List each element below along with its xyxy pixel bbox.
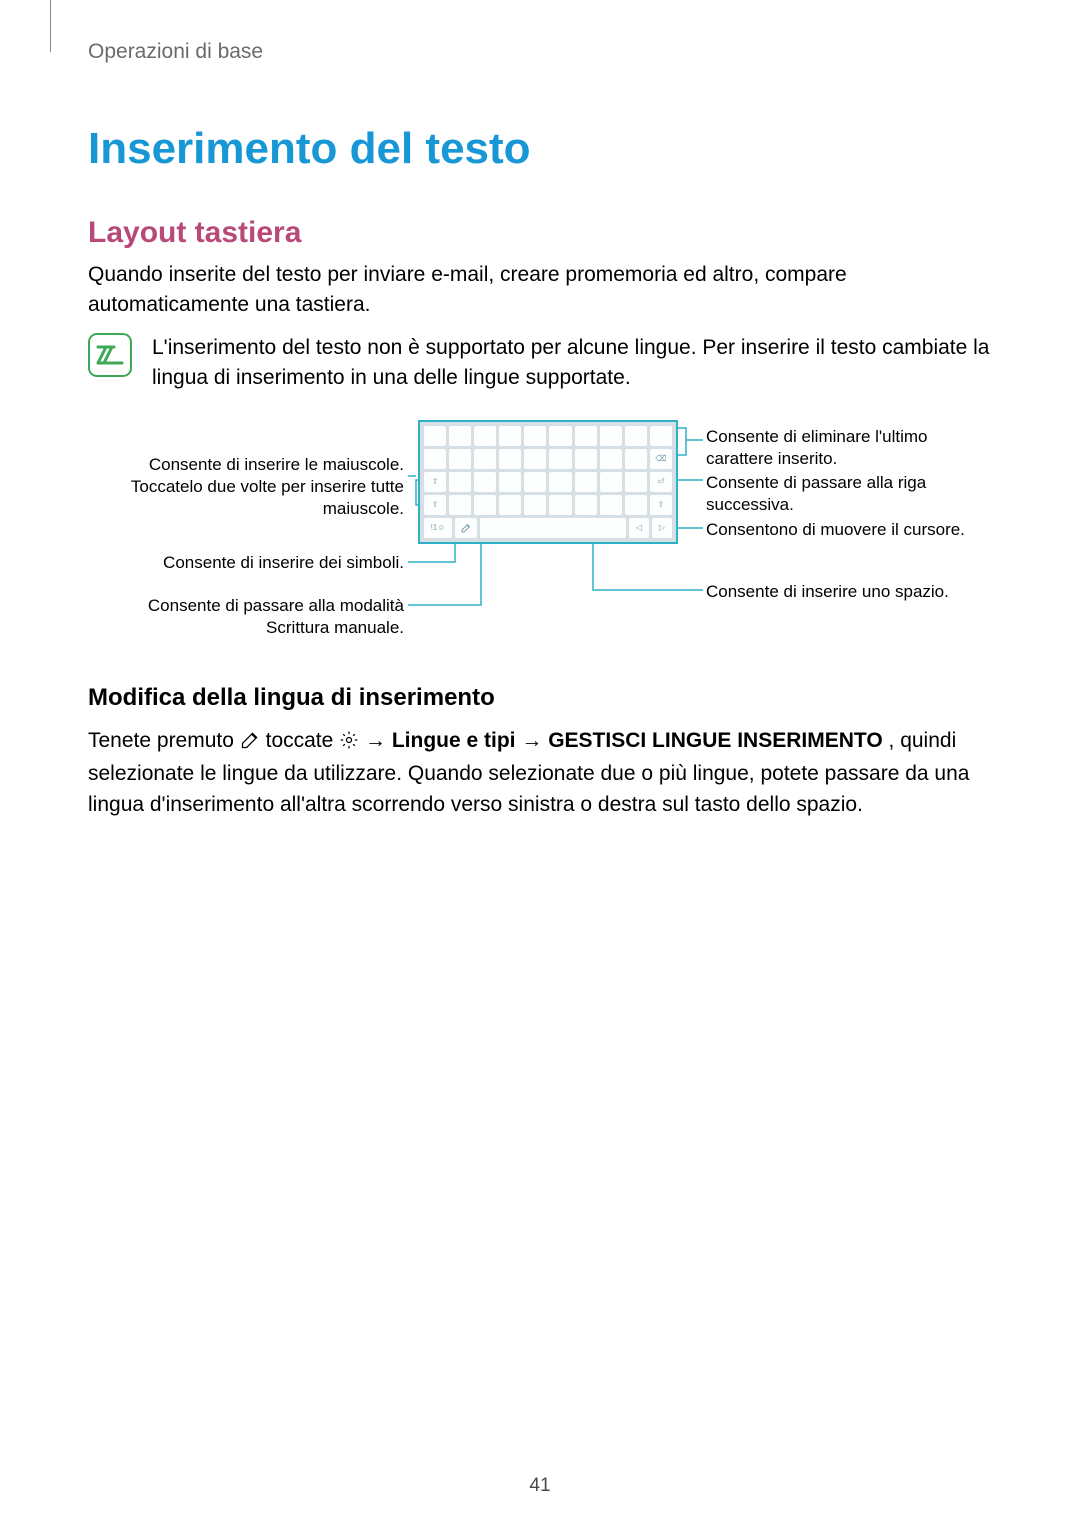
shift-key-2: ⇧ [424,495,446,515]
text: toccate [266,729,340,752]
kbd-row-1 [424,426,672,446]
page-container: Operazioni di base Inserimento del testo… [0,0,1080,820]
symbols-key: !1☺ [424,518,452,538]
settings-icon [339,729,359,759]
note-container: L'inserimento del testo non è supportato… [88,333,992,394]
note-text: L'inserimento del testo non è supportato… [152,333,992,394]
callout-backspace: Consente di eliminare l'ultimo carattere… [706,426,986,470]
backspace-key: ⌫ [650,449,672,469]
key [424,426,446,446]
page-number: 41 [0,1475,1080,1497]
kbd-row-3: ⇧ ⏎ [424,472,672,492]
kbd-row-4: ⇧ ⇧ [424,495,672,515]
enter-key: ⏎ [650,472,672,492]
callout-shift: Consente di inserire le maiuscole. Tocca… [88,454,404,520]
spacebar-key [480,518,626,538]
shift-key: ⇧ [424,472,446,492]
callout-symbols: Consente di inserire dei simboli. [88,552,404,574]
menu-path-1: Lingue e tipi [392,729,516,752]
text: → [365,729,392,752]
page-top-margin-mark [50,0,51,52]
keyboard-graphic: ⌫ ⇧ ⏎ ⇧ ⇧ !1☺ ◁ ▷ [418,420,678,544]
kbd-row-5: !1☺ ◁ ▷ [424,518,672,538]
handwriting-key [455,518,477,538]
intro-paragraph: Quando inserite del testo per inviare e-… [88,260,992,321]
handwriting-icon [240,729,260,759]
heading-3: Modifica della lingua di inserimento [88,684,992,712]
callout-space: Consente di inserire uno spazio. [706,581,986,603]
note-icon [88,333,132,377]
callout-cursor: Consentono di muovere il cursore. [706,519,986,541]
callout-handwriting: Consente di passare alla modalità Scritt… [88,595,404,639]
kbd-row-2: ⌫ [424,449,672,469]
keyboard-diagram: ⌫ ⇧ ⏎ ⇧ ⇧ !1☺ ◁ ▷ Consen [88,420,988,650]
text: Tenete premuto [88,729,240,752]
instruction-paragraph: Tenete premuto toccate → Lingue e tipi →… [88,726,992,820]
text: → [521,729,548,752]
menu-path-2: GESTISCI LINGUE INSERIMENTO [548,729,882,752]
breadcrumb: Operazioni di base [88,40,992,64]
cursor-left-key: ◁ [629,518,649,538]
cursor-right-key: ▷ [652,518,672,538]
shift-key-3: ⇧ [650,495,672,515]
heading-2: Layout tastiera [88,216,992,250]
heading-1: Inserimento del testo [88,124,992,174]
callout-enter: Consente di passare alla riga successiva… [706,472,986,516]
